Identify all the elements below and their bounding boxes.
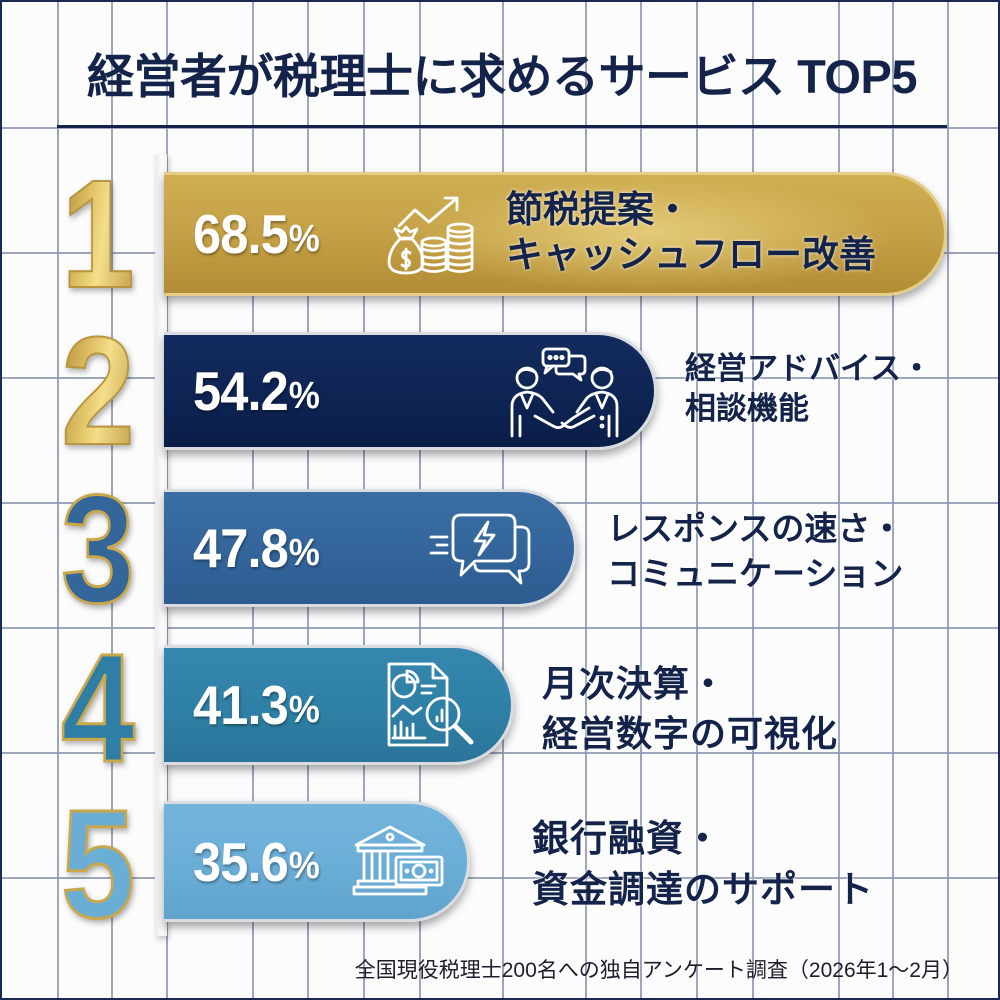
grid-line: [2, 627, 998, 629]
item-label: 経営アドバイス・ 相談機能: [685, 349, 932, 429]
handshake-consult-icon: [507, 346, 622, 438]
grid-line: [2, 752, 998, 754]
percentage-value: 41.3%: [193, 645, 320, 765]
item-label: レスポンスの速さ・ コミュニケーション: [607, 506, 903, 596]
percentage-unit: %: [288, 374, 320, 417]
grid-line: [752, 2, 754, 998]
label-line: 節税提案・: [506, 189, 691, 230]
percentage-value: 35.6%: [193, 801, 320, 922]
survey-footnote: 全国現役税理士200名への独自アンケート調査（2026年1〜2月）: [354, 959, 963, 982]
percentage-unit: %: [288, 688, 320, 731]
grid-line: [585, 2, 587, 998]
rank-number: 1: [55, 156, 141, 312]
percentage-unit: %: [288, 531, 320, 574]
ranking-row-5: 5 35.6% 銀行融資・ 資金調達のサポート: [2, 786, 998, 943]
percentage-value: 68.5%: [193, 172, 320, 296]
bank-money-icon: [352, 823, 444, 901]
rank-number: 3: [60, 463, 136, 635]
money-growth-icon: [387, 192, 475, 275]
label-line: 銀行融資・: [532, 818, 722, 859]
fast-chat-icon: [429, 513, 539, 588]
report-analysis-icon: [385, 662, 477, 747]
ranking-row-4: 4 41.3% 月次決算・ 経営数字の可視化: [2, 630, 998, 787]
label-line: キャッシュフロー改善: [506, 234, 876, 275]
label-line: コミュニケーション: [607, 555, 904, 592]
percentage-value: 47.8%: [193, 489, 320, 607]
ranking-row-2: 2 54.2%: [2, 313, 998, 469]
ranking-row-3: 3 47.8% レスポンスの速さ・ コミュニケーション: [2, 471, 998, 628]
ranking-bar: [164, 489, 577, 607]
percentage-number: 68.5: [193, 203, 289, 265]
item-label: 銀行融資・ 資金調達のサポート: [532, 813, 874, 915]
page-title: 経営者が税理士に求めるサービス TOP5: [87, 50, 917, 103]
percentage-number: 47.8: [193, 517, 289, 579]
label-line: 相談機能: [685, 391, 809, 426]
item-label: 節税提案・ キャッシュフロー改善: [506, 187, 876, 277]
label-line: 月次決算・: [542, 663, 728, 704]
percentage-value: 54.2%: [193, 332, 320, 450]
label-line: 経営数字の可視化: [542, 713, 839, 754]
label-line: レスポンスの速さ・: [607, 510, 904, 547]
label-line: 経営アドバイス・: [685, 351, 933, 386]
ranking-row-1: 1 68.5% 節税提案・ キャッシュフロー改善: [2, 156, 998, 312]
item-label: 月次決算・ 経営数字の可視化: [542, 659, 838, 759]
grid-line: [640, 2, 642, 998]
rank-number: 2: [55, 313, 141, 469]
grid-line: [838, 2, 840, 998]
grid-line: [947, 2, 949, 998]
grid-line: [696, 2, 698, 998]
grid-line: [111, 2, 113, 998]
ranking-bar: [164, 332, 657, 450]
percentage-number: 41.3: [193, 674, 289, 736]
percentage-unit: %: [288, 217, 320, 260]
label-line: 資金調達のサポート: [532, 869, 874, 910]
rank-number: 4: [60, 622, 136, 794]
grid-line: [57, 2, 59, 998]
percentage-number: 54.2: [193, 360, 289, 422]
rank-number: 5: [60, 778, 136, 950]
percentage-number: 35.6: [193, 830, 289, 893]
title-underline: [57, 125, 947, 128]
grid-line: [892, 2, 894, 998]
grid-line: [2, 877, 998, 879]
ranking-bar: [164, 172, 947, 296]
percentage-unit: %: [288, 845, 320, 887]
